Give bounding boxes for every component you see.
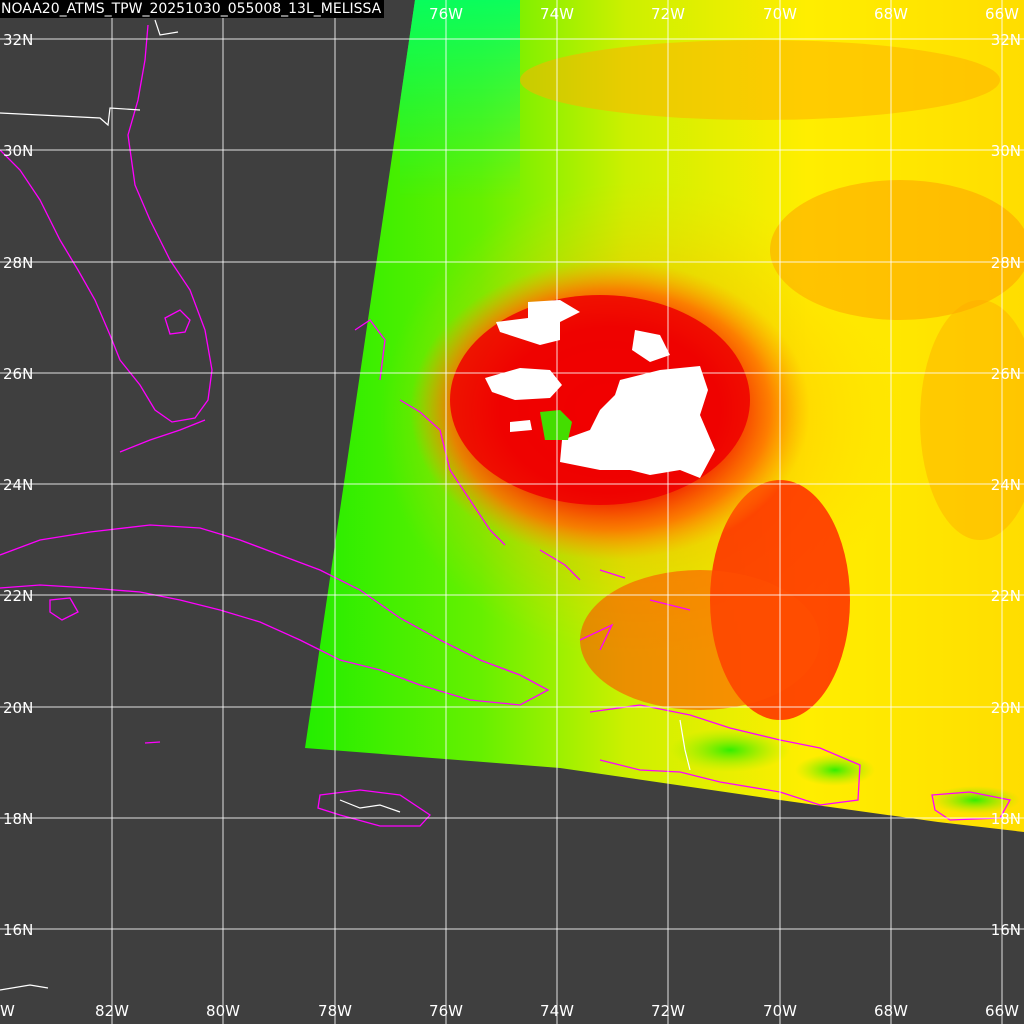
lon-label-bottom: 68W [874, 1002, 908, 1020]
lat-label-right: 20N [991, 699, 1021, 717]
lake-okeechobee [164, 309, 191, 335]
lat-label-right: 28N [991, 254, 1021, 272]
lat-label-right: 18N [991, 810, 1021, 828]
florida-coast [0, 24, 213, 423]
lon-label-bottom: 74W [540, 1002, 574, 1020]
cuba-coast [0, 524, 550, 706]
lat-label-right: 22N [991, 587, 1021, 605]
florida-keys [119, 419, 206, 453]
lon-label-top: 68W [874, 5, 908, 23]
lon-label-bottom: 72W [651, 1002, 685, 1020]
lat-label-left: 30N [3, 142, 33, 160]
bahamas-abaco [354, 319, 386, 381]
lon-label-bottom: 82W [95, 1002, 129, 1020]
lat-label-left: 20N [3, 699, 33, 717]
state-borders [0, 19, 691, 991]
lat-label-right: 26N [991, 365, 1021, 383]
saturated-area [485, 300, 715, 478]
lat-label-left: 24N [3, 476, 33, 494]
jamaica-coast [317, 789, 431, 827]
lon-label-top: 70W [763, 5, 797, 23]
lon-label-top: 74W [540, 5, 574, 23]
lat-label-left: 32N [3, 31, 33, 49]
image-title: NOAA20_ATMS_TPW_20251030_055008_13L_MELI… [0, 0, 385, 18]
bahamas-islands [539, 549, 691, 651]
lat-label-left: 26N [3, 365, 33, 383]
hispaniola-coast [589, 704, 861, 806]
swan-islands [144, 741, 161, 744]
lon-label-top: 76W [429, 5, 463, 23]
lon-label-bottom: 80W [206, 1002, 240, 1020]
lon-label-bottom: 70W [763, 1002, 797, 1020]
tpw-swath [305, 0, 1024, 832]
lat-label-left: 18N [3, 810, 33, 828]
grid-labels: 82W 80W 78W 76W 76W 74W 74W 72W 72W 70W 70W 68W 68W 6… [0, 5, 1021, 1020]
lon-label-bottom: 76W [429, 1002, 463, 1020]
lon-label-bottom: 78W [318, 1002, 352, 1020]
lat-label-right: 16N [991, 921, 1021, 939]
lon-label-edge: W [0, 1002, 15, 1020]
lat-label-right: 32N [991, 31, 1021, 49]
lat-label-left: 22N [3, 587, 33, 605]
lat-label-left: 16N [3, 921, 33, 939]
lon-label-top: 66W [985, 5, 1019, 23]
isla-juventud [49, 597, 79, 621]
bahamas-andros [399, 399, 506, 546]
lat-label-left: 28N [3, 254, 33, 272]
lon-label-bottom: 66W [985, 1002, 1019, 1020]
lat-label-right: 30N [991, 142, 1021, 160]
lon-label-top: 72W [651, 5, 685, 23]
lat-label-right: 24N [991, 476, 1021, 494]
